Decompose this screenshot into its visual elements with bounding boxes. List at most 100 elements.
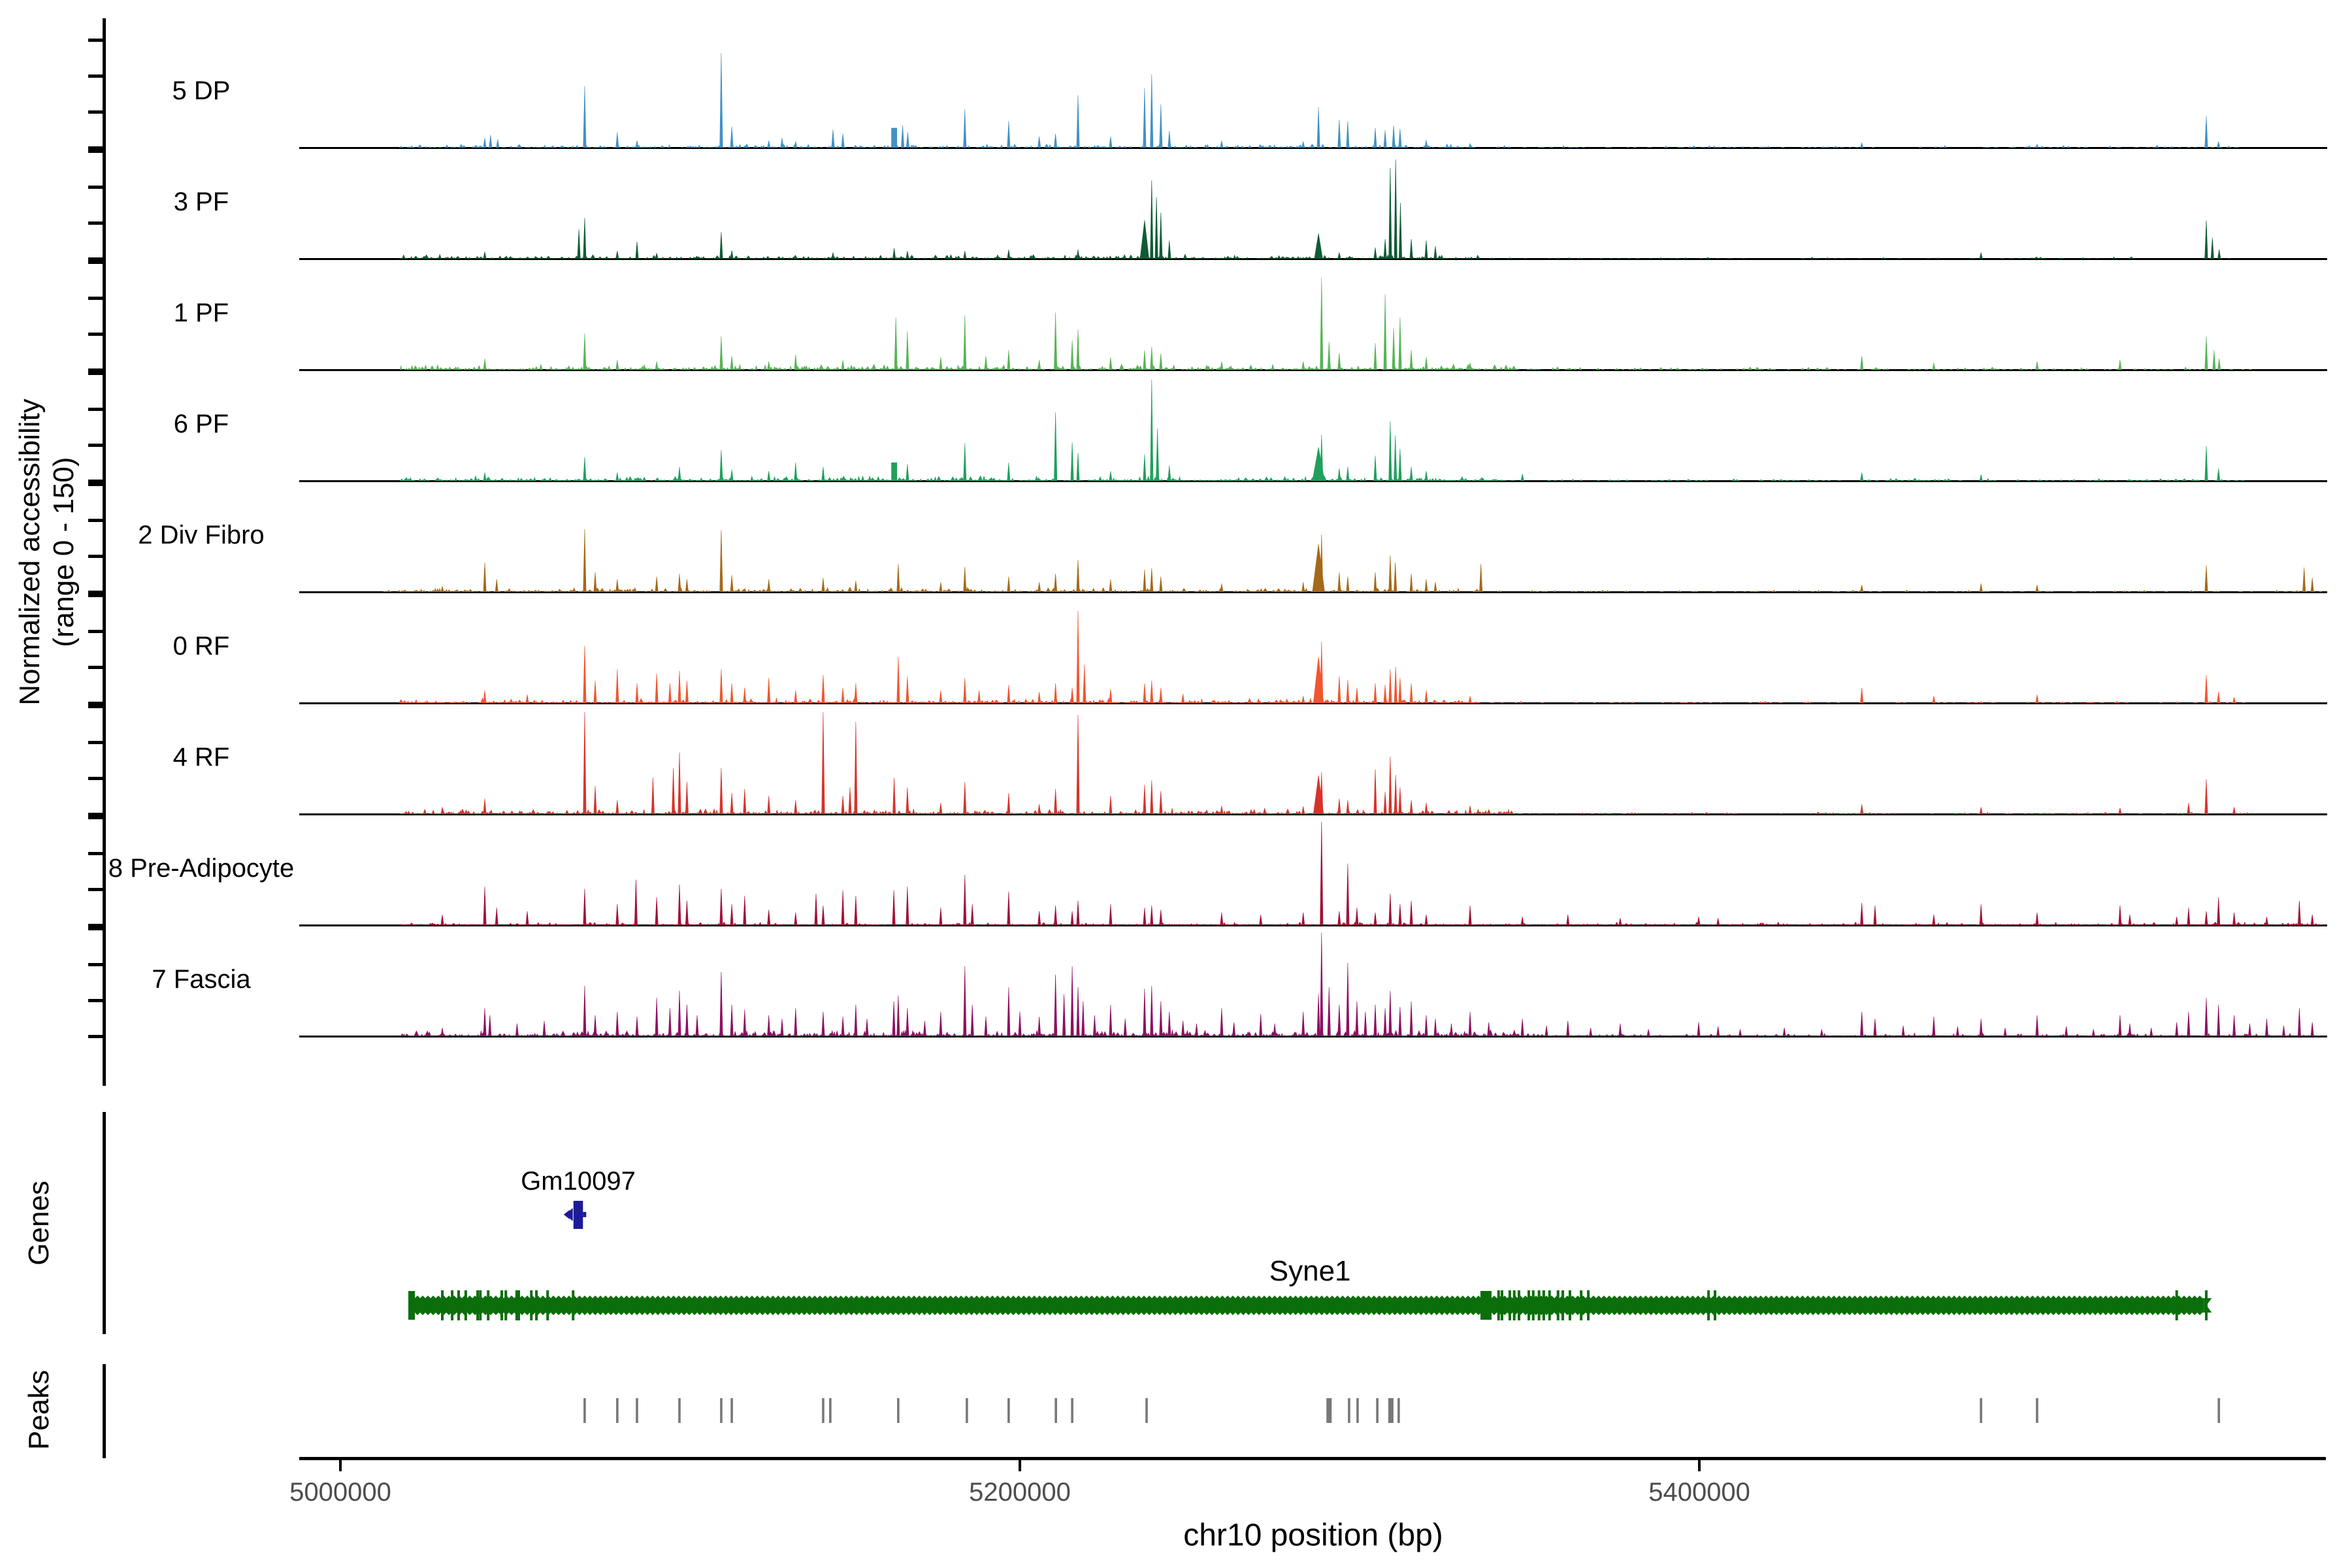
gene-gm10097: Gm10097	[521, 1167, 636, 1229]
y-axis-tick	[88, 146, 103, 150]
gene-exon-tick	[1508, 1290, 1511, 1320]
y-axis-tick	[88, 297, 103, 300]
peak-mark	[1356, 1398, 1359, 1423]
gene-syne1: Syne1	[408, 1255, 2212, 1320]
peak-mark	[1348, 1398, 1350, 1423]
peak-mark	[1071, 1398, 1073, 1423]
track-label-3-pf: 3 PF	[173, 188, 229, 216]
y-axis-tick	[88, 372, 103, 375]
peak-mark	[2217, 1398, 2220, 1423]
gene-start-exon	[408, 1291, 416, 1320]
y-axis-tick	[88, 927, 103, 930]
y-axis-tick	[88, 555, 103, 558]
track-label-8-pre-adipocyte: 8 Pre-Adipocyte	[108, 854, 295, 883]
track-baseline	[299, 591, 2327, 593]
y-axis-tick	[88, 702, 103, 705]
gene-serration	[415, 1296, 2203, 1315]
x-axis-tick-label: 5200000	[969, 1478, 1071, 1507]
gene-exon-tick	[464, 1290, 467, 1320]
y-axis-tick	[88, 444, 103, 447]
peak-mark	[1054, 1398, 1057, 1423]
x-axis-tick-label: 5000000	[289, 1478, 391, 1507]
y-axis-tick	[88, 519, 103, 522]
track-baseline	[299, 702, 2327, 704]
y-axis-tick	[88, 480, 103, 483]
peak-mark	[1145, 1398, 1148, 1423]
y-axis-tick	[88, 852, 103, 855]
gene-exon-tick	[451, 1290, 454, 1320]
y-axis-tick	[88, 261, 103, 264]
peak-mark	[720, 1398, 723, 1423]
signal-track-1-pf	[299, 277, 2327, 371]
peak-mark	[2036, 1398, 2038, 1423]
y-axis-tick	[88, 368, 103, 372]
genes-section-label: Genes	[23, 1181, 55, 1266]
peak-mark	[829, 1398, 832, 1423]
y-axis-tick	[88, 741, 103, 744]
gene-exon-tick	[1500, 1290, 1503, 1320]
y-axis-tick	[88, 813, 103, 816]
peak-mark	[678, 1398, 681, 1423]
gene-exon-tick	[2204, 1290, 2208, 1320]
track-label-2-div-fibro: 2 Div Fibro	[138, 521, 265, 549]
y-axis-tick	[88, 777, 103, 780]
gene-exon-tick	[1497, 1290, 1500, 1320]
peak-mark	[1388, 1398, 1394, 1423]
signal-area-6-pf	[399, 379, 2245, 482]
track-baseline	[299, 480, 2327, 482]
y-axis-tick	[88, 74, 103, 78]
strand-arrow-icon	[563, 1210, 570, 1219]
signal-area-0-rf	[399, 610, 2246, 704]
track-baseline	[299, 258, 2327, 260]
peak-mark	[1326, 1398, 1332, 1423]
signal-area-5-dp	[399, 53, 2240, 148]
signal-track-5-dp	[299, 53, 2327, 149]
peak-mark	[616, 1398, 619, 1423]
y-axis-tick	[88, 666, 103, 669]
gene-exon-tick	[1542, 1290, 1545, 1320]
track-baseline	[299, 369, 2327, 371]
track-label-4-rf: 4 RF	[172, 743, 230, 772]
gene-exon-tick	[1707, 1290, 1710, 1320]
signal-track-4-rf	[299, 711, 2327, 815]
y-axis-tick	[88, 924, 103, 927]
gene-big-exon	[1480, 1291, 1492, 1320]
y-axis-tick	[88, 591, 103, 594]
x-axis-tick	[1019, 1460, 1022, 1471]
track-label-6-pf: 6 PF	[173, 410, 229, 438]
gene-exon-tick	[1537, 1290, 1541, 1320]
gene-exon-tick	[546, 1290, 549, 1320]
gene-exon-tick	[1531, 1290, 1535, 1320]
gene-exon-tick	[530, 1290, 533, 1320]
track-label-0-rf: 0 RF	[172, 632, 230, 661]
peak-mark	[636, 1398, 638, 1423]
gene-exon-tick	[515, 1290, 518, 1320]
genes-section-axis-line	[103, 1112, 106, 1334]
track-baseline	[299, 924, 2327, 926]
gene-exon-tick	[500, 1290, 504, 1320]
x-axis-tick	[338, 1460, 342, 1471]
y-axis-tick	[88, 483, 103, 486]
track-baseline	[299, 147, 2327, 149]
signal-track-8-pre-adipocyte	[299, 821, 2327, 926]
peak-mark	[897, 1398, 900, 1423]
y-axis-tick	[88, 594, 103, 597]
gene-body	[573, 1201, 583, 1229]
y-axis-tick	[88, 408, 103, 411]
y-axis-tick	[88, 333, 103, 336]
gene-label-gm10097: Gm10097	[521, 1167, 636, 1196]
peaks-track	[583, 1398, 2220, 1423]
gene-exon-tick	[1714, 1290, 1717, 1320]
signal-area-8-pre-adipocyte	[401, 821, 2323, 926]
gene-end-nub	[583, 1212, 587, 1217]
track-label-1-pf: 1 PF	[173, 299, 229, 327]
gene-exon-tick	[441, 1290, 444, 1320]
signal-area-7-fascia	[400, 932, 2321, 1037]
gene-exon-tick	[1587, 1290, 1590, 1320]
gene-exon-tick	[1527, 1290, 1531, 1320]
peak-mark	[1007, 1398, 1010, 1423]
peaks-section-axis-line	[103, 1364, 106, 1458]
gene-exon-tick	[457, 1290, 460, 1320]
gene-exon-tick	[1517, 1290, 1520, 1320]
x-axis-tick	[1698, 1460, 1701, 1471]
